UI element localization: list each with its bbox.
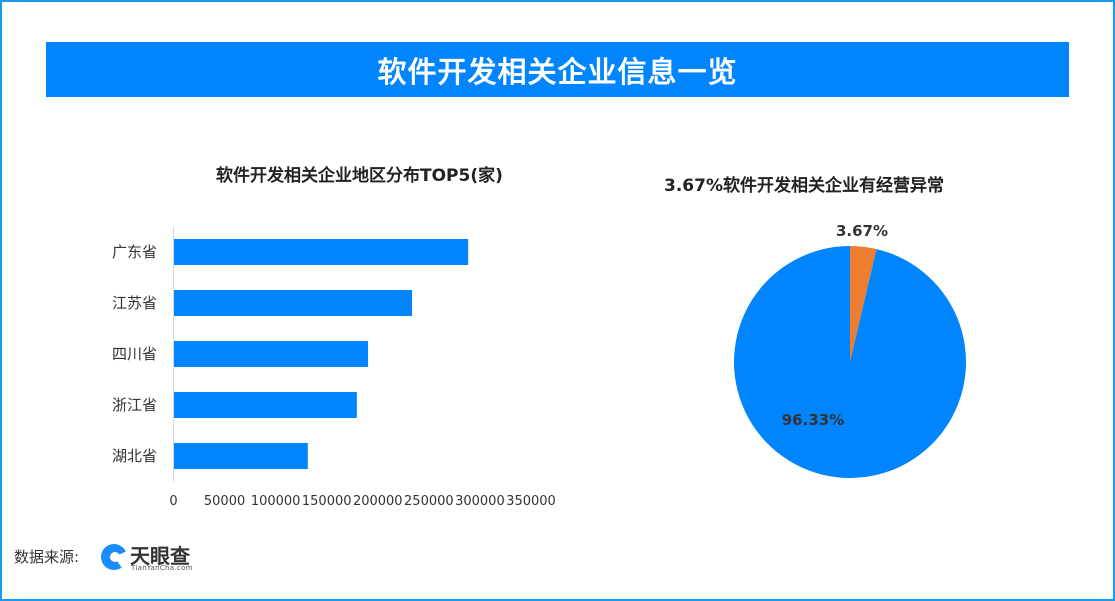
x-tick-label: 100000 (251, 494, 301, 509)
x-tick-label: 50000 (204, 494, 245, 509)
category-label: 四川省 (112, 345, 157, 363)
pie-slice-2 (733, 246, 967, 478)
pie-label-small: 3.67% (836, 222, 888, 240)
bar-chart-title: 软件开发相关企业地区分布TOP5(家) (216, 166, 503, 186)
pie-label-large: 96.33% (782, 411, 844, 429)
x-tick-label: 0 (169, 494, 177, 509)
bar-5 (174, 443, 308, 469)
category-label: 江苏省 (112, 294, 157, 312)
bar-2 (174, 290, 412, 316)
logo-name: 天眼查 (130, 544, 190, 568)
pie-chart-title: 3.67%软件开发相关企业有经营异常 (664, 176, 944, 196)
category-label: 广东省 (112, 243, 157, 261)
x-tick-label: 150000 (302, 494, 352, 509)
logo-sub: TianYanCha.com (131, 564, 193, 572)
x-tick-label: 250000 (404, 494, 454, 509)
category-label: 浙江省 (112, 396, 157, 414)
pie-slice-1 (850, 246, 877, 362)
bar-3 (174, 341, 369, 367)
source-label: 数据来源: (14, 548, 80, 566)
banner-title: 软件开发相关企业信息一览 (46, 42, 1069, 97)
x-tick-label: 350000 (506, 494, 556, 509)
bar-1 (174, 239, 469, 265)
category-label: 湖北省 (112, 447, 157, 465)
bar-4 (174, 392, 357, 418)
logo-icon (101, 544, 128, 570)
tianyancha-logo: 天眼查 TianYanCha.com (100, 540, 210, 574)
x-tick-label: 300000 (455, 494, 505, 509)
x-tick-label: 200000 (353, 494, 403, 509)
